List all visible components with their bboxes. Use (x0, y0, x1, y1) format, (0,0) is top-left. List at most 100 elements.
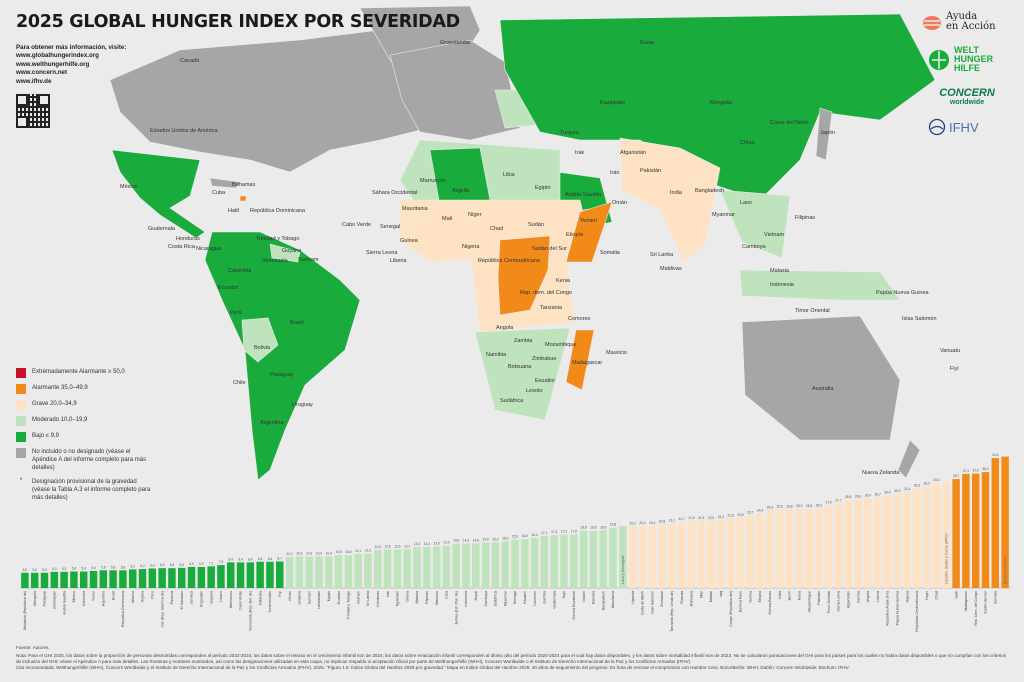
bar-value-label: 8,4 (238, 557, 243, 561)
bar (481, 542, 490, 588)
bar (197, 566, 206, 588)
region-south-asia (619, 137, 721, 263)
map-label: Lesoto (526, 388, 543, 394)
region-north-america (109, 29, 451, 173)
bar-value-label: 17,6 (571, 529, 577, 533)
map-label: Chad (490, 226, 504, 232)
bar-category-label: Ruanda (680, 591, 684, 604)
bar (50, 571, 59, 588)
bar (540, 535, 549, 588)
bar-category-label: Bangladesh (601, 591, 605, 610)
bar (354, 554, 362, 588)
map-label: Omán (612, 200, 627, 206)
map-label: Brasil (290, 320, 304, 326)
bar-value-label: 8,6 (258, 557, 263, 561)
bar-category-label: Congo (República del) (729, 591, 733, 627)
bar-category-label: Marruecos (229, 591, 233, 608)
bar (70, 571, 78, 588)
bar-value-label: 21,7 (679, 517, 685, 521)
bar-value-label: 30,4 (884, 490, 890, 494)
region-south-america (204, 231, 361, 481)
bar-category-label: Moldavia (República de) (23, 591, 27, 630)
bar (795, 509, 803, 588)
map-label: Irak (575, 150, 585, 156)
map-label: Canadá (180, 58, 200, 64)
bar-value-label: 20,2 (630, 521, 636, 525)
bar-category-label: Botsuana (690, 591, 694, 606)
bar-value-label: 11,1 (355, 549, 361, 553)
provisional-bar (619, 526, 627, 588)
bar-category-label: Etiopía (758, 591, 762, 602)
bar-value-label: 15,0 (492, 537, 498, 541)
region-caribbean (209, 177, 241, 189)
region-madagascar (565, 329, 595, 391)
map-label: Sáhara Occidental (372, 190, 418, 196)
bar-category-label: Ecuador (337, 590, 341, 604)
bar (658, 524, 666, 588)
bar-value-label: 12,6 (384, 545, 390, 549)
concern-name: CONCERN (939, 87, 995, 99)
region-australia (741, 315, 901, 441)
legend-label: No incluido o no designado (véase el Apé… (32, 449, 147, 471)
footer-source: Fuente: Autores. (16, 645, 50, 650)
bar-category-label: Papúa Nueva Guinea (895, 591, 899, 625)
logo-welthungerhilfe: WELT HUNGER HILFE (922, 46, 1012, 73)
page-title: 2025 GLOBAL HUNGER INDEX POR SEVERIDAD (16, 12, 460, 32)
ifhv-icon (928, 118, 946, 136)
bar-value-label: 12,5 (375, 545, 381, 549)
bar-category-label: Ghana (405, 591, 409, 602)
bar-category-label: Burundi y Yemen* (1003, 555, 1007, 584)
bar-category-label: Paraguay (43, 591, 47, 607)
bar (785, 509, 794, 588)
bar-value-label: 26,0 (816, 504, 822, 508)
qr-code[interactable] (16, 94, 50, 128)
bar-value-label: 10,4 (326, 551, 332, 555)
bar-category-label: Guinea Ecuatorial (572, 591, 576, 620)
whh-line1: WELT (954, 45, 979, 55)
bar-category-label: República Centroafricana (915, 591, 919, 632)
bar-value-label: 37,4 (963, 469, 969, 473)
bar-value-label: 7,5 (219, 560, 224, 564)
link-ghi[interactable]: www.globalhungerindex.org (16, 52, 99, 60)
link-ifhv[interactable]: www.ifhv.de (16, 77, 52, 85)
bar (697, 521, 705, 588)
bar (334, 555, 343, 588)
bar-value-label: 5,8 (101, 565, 106, 569)
map-label: Mauritania (402, 206, 428, 212)
link-whh[interactable]: www.welthungerhilfe.org (16, 60, 90, 68)
info-block: Para obtener más información, visite: ww… (16, 44, 126, 86)
map-label: Marruecos (420, 178, 446, 184)
bar-category-label: Guinea (748, 591, 752, 603)
provisional-bar (1001, 456, 1009, 588)
bar-category-label: Haití (954, 591, 958, 598)
bar-value-label: 6,9 (189, 562, 194, 566)
bar-value-label: 25,9 (806, 504, 812, 508)
bar-value-label: 5,6 (91, 566, 96, 570)
legend-swatch (16, 416, 26, 426)
bar-category-label: Guinea-Bissau (768, 591, 772, 615)
map-label: Pakistán (640, 168, 662, 174)
legend-swatch (16, 448, 26, 458)
map-label: Argelia (452, 188, 470, 194)
bar-value-label: 20,4 (649, 521, 655, 525)
region-indonesia (739, 269, 901, 301)
bar (432, 546, 441, 588)
footer: Fuente: Autores. Nota: Para el GHI 2025,… (16, 645, 1011, 671)
map-label: Haití (228, 208, 240, 214)
bar-category-label: Níger (925, 590, 929, 600)
bar-value-label: 5,8 (111, 565, 116, 569)
map-label: Sudán del Sur (532, 246, 567, 252)
bar-category-label: Mozambique (807, 591, 811, 612)
bar-value-label: 28,8 (845, 495, 851, 499)
map-label: Zimbabue (532, 356, 557, 362)
map-label: Mozambique (545, 342, 577, 348)
bar (981, 472, 990, 588)
legend: Extremadamente Alarmante ≥ 50,0 Alarmante… (16, 368, 156, 508)
bar-value-label: 16,0 (522, 534, 528, 538)
bar (834, 503, 843, 588)
legend-swatch (16, 432, 26, 442)
map-label: Guatemala (148, 226, 175, 232)
bar-value-label: 6,1 (131, 564, 136, 568)
link-concern[interactable]: www.concern.net (16, 69, 67, 77)
map-label: Botsuana (508, 364, 532, 370)
